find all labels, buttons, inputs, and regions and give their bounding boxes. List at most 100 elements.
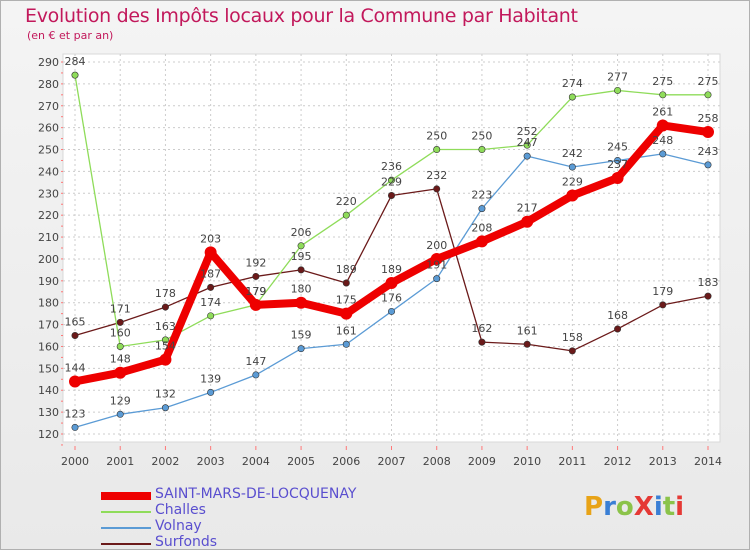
data-point bbox=[478, 146, 486, 154]
data-point bbox=[252, 272, 260, 280]
data-label: 175 bbox=[336, 294, 357, 307]
data-label: 242 bbox=[562, 147, 583, 160]
x-tick-label: 2006 bbox=[332, 455, 360, 468]
data-point bbox=[387, 176, 395, 184]
data-point bbox=[161, 404, 169, 412]
data-label: 191 bbox=[426, 259, 447, 272]
data-label: 195 bbox=[291, 250, 312, 263]
data-label: 192 bbox=[245, 256, 266, 269]
legend-swatch bbox=[101, 543, 151, 545]
data-label: 275 bbox=[698, 75, 719, 88]
data-label: 200 bbox=[426, 239, 447, 252]
data-point bbox=[297, 345, 305, 353]
data-label: 158 bbox=[562, 331, 583, 344]
data-label: 261 bbox=[652, 105, 673, 118]
data-label: 189 bbox=[381, 263, 402, 276]
data-point bbox=[704, 292, 712, 300]
data-point bbox=[659, 91, 667, 99]
data-label: 161 bbox=[336, 324, 357, 337]
data-point bbox=[568, 347, 576, 355]
data-label: 178 bbox=[155, 287, 176, 300]
data-label: 217 bbox=[517, 202, 538, 215]
data-label: 223 bbox=[471, 189, 492, 202]
x-tick-label: 2012 bbox=[604, 455, 632, 468]
legend-label: Volnay bbox=[155, 518, 202, 534]
data-point bbox=[523, 141, 531, 149]
data-point bbox=[161, 303, 169, 311]
data-point bbox=[342, 211, 350, 219]
x-tick-label: 2000 bbox=[61, 455, 89, 468]
data-point bbox=[116, 318, 124, 326]
y-tick-label: 230 bbox=[38, 187, 59, 200]
data-label: 154 bbox=[155, 340, 176, 353]
legend-label: SAINT-MARS-DE-LOCQUENAY bbox=[155, 486, 357, 502]
data-label: 171 bbox=[110, 302, 131, 315]
data-label: 179 bbox=[245, 285, 266, 298]
y-tick-label: 220 bbox=[38, 209, 59, 222]
data-point bbox=[659, 301, 667, 309]
y-tick-label: 210 bbox=[38, 231, 59, 244]
data-point bbox=[475, 235, 488, 248]
data-point bbox=[204, 246, 217, 259]
data-point bbox=[249, 298, 262, 311]
y-tick-label: 280 bbox=[38, 78, 59, 91]
data-label: 206 bbox=[291, 226, 312, 239]
data-point bbox=[71, 423, 79, 431]
data-point bbox=[387, 307, 395, 315]
data-label: 168 bbox=[607, 309, 628, 322]
proxiti-logo: ProXiti bbox=[584, 492, 684, 522]
data-label: 220 bbox=[336, 195, 357, 208]
data-label: 237 bbox=[607, 158, 628, 171]
y-tick-label: 290 bbox=[38, 56, 59, 69]
data-point bbox=[295, 296, 308, 309]
plot-area bbox=[62, 53, 721, 443]
data-label: 248 bbox=[652, 134, 673, 147]
data-point bbox=[116, 410, 124, 418]
data-point bbox=[297, 266, 305, 274]
data-point bbox=[71, 332, 79, 340]
data-point bbox=[614, 86, 622, 94]
data-point bbox=[614, 156, 622, 164]
data-label: 163 bbox=[155, 320, 176, 333]
data-point bbox=[161, 336, 169, 344]
y-tick-label: 270 bbox=[38, 100, 59, 113]
data-point bbox=[430, 252, 443, 265]
data-label: 229 bbox=[562, 175, 583, 188]
y-tick-label: 170 bbox=[38, 319, 59, 332]
data-point bbox=[704, 91, 712, 99]
x-tick-label: 2011 bbox=[558, 455, 586, 468]
data-label: 147 bbox=[245, 355, 266, 368]
data-label: 187 bbox=[200, 267, 221, 280]
x-tick-label: 2002 bbox=[151, 455, 179, 468]
data-label: 252 bbox=[517, 125, 538, 138]
data-point bbox=[342, 279, 350, 287]
legend-swatch bbox=[101, 492, 151, 500]
y-tick-label: 260 bbox=[38, 122, 59, 135]
data-point bbox=[342, 340, 350, 348]
data-label: 162 bbox=[471, 322, 492, 335]
x-tick-label: 2005 bbox=[287, 455, 315, 468]
data-point bbox=[433, 185, 441, 193]
data-label: 258 bbox=[698, 112, 719, 125]
data-label: 132 bbox=[155, 388, 176, 401]
data-label: 229 bbox=[381, 175, 402, 188]
data-point bbox=[521, 215, 534, 228]
y-tick-label: 180 bbox=[38, 297, 59, 310]
data-label: 243 bbox=[698, 145, 719, 158]
data-point bbox=[614, 325, 622, 333]
chart-subtitle: (en € et par an) bbox=[27, 29, 114, 42]
y-tick-label: 190 bbox=[38, 275, 59, 288]
logo-letter: i bbox=[675, 492, 685, 522]
data-label: 161 bbox=[517, 324, 538, 337]
x-tick-label: 2008 bbox=[423, 455, 451, 468]
logo-letter: P bbox=[584, 492, 604, 522]
data-label: 245 bbox=[607, 140, 628, 153]
y-tick-label: 200 bbox=[38, 253, 59, 266]
x-tick-label: 2004 bbox=[242, 455, 270, 468]
y-tick-label: 140 bbox=[38, 384, 59, 397]
data-label: 189 bbox=[336, 263, 357, 276]
data-label: 148 bbox=[110, 353, 131, 366]
data-point bbox=[252, 371, 260, 379]
data-label: 174 bbox=[200, 296, 221, 309]
